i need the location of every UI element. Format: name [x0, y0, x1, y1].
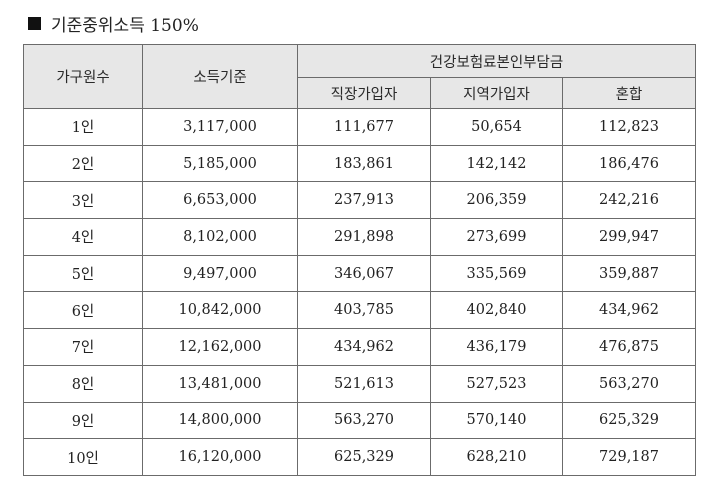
table-row: 1인 3,117,000 111,677 50,654 112,823 [23, 108, 697, 146]
cell-mixed: 299,947 [561, 218, 697, 256]
cell-income: 9,497,000 [142, 254, 298, 293]
cell-size: 2인 [23, 144, 143, 183]
table-header: 가구원수 소득기준 건강보험료본인부담금 직장가입자 지역가입자 혼합 [23, 44, 697, 109]
cell-mixed: 729,187 [561, 438, 697, 476]
section-title: 기준중위소득 150% [28, 10, 199, 36]
cell-employee: 403,785 [297, 291, 431, 330]
square-bullet-icon [28, 16, 41, 30]
cell-regional: 335,569 [430, 254, 563, 293]
cell-size: 5인 [23, 254, 143, 293]
cell-income: 5,185,000 [142, 144, 298, 183]
cell-regional: 50,654 [430, 108, 563, 146]
cell-employee: 434,962 [297, 328, 431, 366]
cell-mixed: 476,875 [561, 328, 697, 366]
cell-employee: 111,677 [297, 108, 431, 146]
cell-mixed: 563,270 [561, 364, 697, 403]
cell-income: 10,842,000 [142, 291, 298, 330]
cell-employee: 563,270 [297, 401, 431, 440]
table-row: 6인 10,842,000 403,785 402,840 434,962 [23, 291, 697, 330]
cell-size: 8인 [23, 364, 143, 403]
table-row: 8인 13,481,000 521,613 527,523 563,270 [23, 364, 697, 403]
cell-regional: 628,210 [430, 438, 563, 476]
cell-income: 13,481,000 [142, 364, 298, 403]
cell-employee: 625,329 [297, 438, 431, 476]
cell-regional: 527,523 [430, 364, 563, 403]
header-household: 가구원수 [23, 44, 143, 109]
cell-income: 12,162,000 [142, 328, 298, 366]
table-row: 7인 12,162,000 434,962 436,179 476,875 [23, 328, 697, 366]
cell-size: 7인 [23, 328, 143, 366]
header-income: 소득기준 [142, 44, 298, 109]
cell-employee: 183,861 [297, 144, 431, 183]
income-premium-table: 가구원수 소득기준 건강보험료본인부담금 직장가입자 지역가입자 혼합 1인 3,… [23, 44, 697, 476]
table-row: 9인 14,800,000 563,270 570,140 625,329 [23, 401, 697, 440]
table-row: 5인 9,497,000 346,067 335,569 359,887 [23, 254, 697, 293]
cell-income: 16,120,000 [142, 438, 298, 476]
cell-size: 3인 [23, 181, 143, 220]
cell-mixed: 625,329 [561, 401, 697, 440]
cell-size: 10인 [23, 438, 143, 476]
cell-employee: 237,913 [297, 181, 431, 220]
cell-regional: 436,179 [430, 328, 563, 366]
cell-employee: 521,613 [297, 364, 431, 403]
header-row-top: 가구원수 소득기준 건강보험료본인부담금 [23, 44, 697, 109]
cell-regional: 206,359 [430, 181, 563, 220]
header-regional: 지역가입자 [430, 77, 563, 109]
cell-mixed: 359,887 [561, 254, 697, 293]
cell-size: 6인 [23, 291, 143, 330]
section-title-text: 기준중위소득 150% [51, 15, 199, 36]
cell-regional: 570,140 [430, 401, 563, 440]
cell-size: 1인 [23, 108, 143, 146]
table-row: 10인 16,120,000 625,329 628,210 729,187 [23, 438, 697, 476]
cell-mixed: 242,216 [561, 181, 697, 220]
cell-regional: 142,142 [430, 144, 563, 183]
cell-mixed: 112,823 [561, 108, 697, 146]
table-body: 1인 3,117,000 111,677 50,654 112,823 2인 5,185,0… [23, 108, 697, 476]
table-row: 2인 5,185,000 183,861 142,142 186,476 [23, 144, 697, 183]
cell-mixed: 434,962 [561, 291, 697, 330]
cell-employee: 291,898 [297, 218, 431, 256]
cell-income: 8,102,000 [142, 218, 298, 256]
header-mixed: 혼합 [561, 77, 697, 109]
cell-employee: 346,067 [297, 254, 431, 293]
cell-mixed: 186,476 [561, 144, 697, 183]
header-employee: 직장가입자 [297, 77, 431, 109]
cell-income: 14,800,000 [142, 401, 298, 440]
table-row: 3인 6,653,000 237,913 206,359 242,216 [23, 181, 697, 220]
header-row-sub: 직장가입자 지역가입자 혼합 [24, 77, 697, 109]
header-premium-group: 건강보험료본인부담금 [296, 44, 697, 78]
cell-income: 3,117,000 [142, 108, 298, 146]
cell-regional: 273,699 [430, 218, 563, 256]
cell-size: 4인 [23, 218, 143, 256]
cell-size: 9인 [23, 401, 143, 440]
cell-regional: 402,840 [430, 291, 563, 330]
table-row: 4인 8,102,000 291,898 273,699 299,947 [23, 218, 697, 256]
cell-income: 6,653,000 [142, 181, 298, 220]
